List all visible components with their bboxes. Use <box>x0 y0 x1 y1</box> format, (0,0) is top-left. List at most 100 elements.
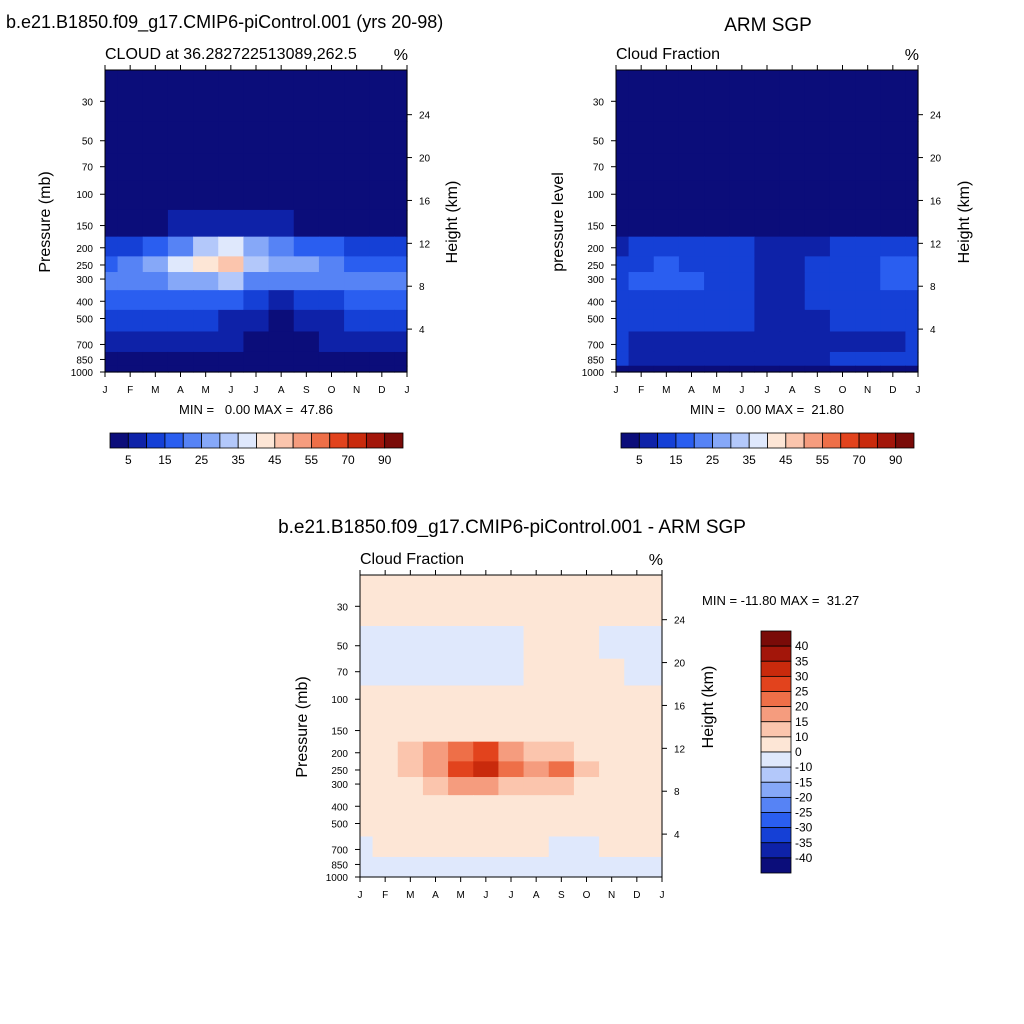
data-cell <box>369 236 396 257</box>
data-cell <box>473 658 500 687</box>
panel-diff-cells <box>360 575 663 878</box>
data-cell <box>218 290 245 311</box>
y-tick-label: 300 <box>587 275 604 286</box>
colorbar-swatch <box>712 432 732 449</box>
data-cell <box>855 309 881 333</box>
data-cell <box>905 272 919 291</box>
x-tick-label: D <box>889 385 896 396</box>
data-cell <box>624 658 651 687</box>
data-cell <box>653 351 680 367</box>
data-cell <box>117 70 144 122</box>
x-tick-label: A <box>432 890 439 901</box>
data-cell <box>105 331 119 353</box>
data-cell <box>804 351 831 367</box>
data-cell <box>628 290 655 311</box>
data-cell <box>678 236 705 257</box>
data-cell <box>167 209 194 238</box>
data-cell <box>729 309 756 333</box>
data-cell <box>369 272 396 291</box>
y-tick-label: 200 <box>587 244 604 255</box>
data-cell <box>498 836 525 858</box>
data-cell <box>318 256 345 273</box>
panel-obs-cells <box>616 70 919 373</box>
data-cell <box>473 870 500 878</box>
data-cell <box>318 351 345 367</box>
colorbar-label: 5 <box>636 453 643 467</box>
x-tick-label: J <box>228 385 233 396</box>
data-cell <box>498 741 525 762</box>
colorbar-swatch <box>760 721 792 738</box>
data-cell <box>729 70 756 122</box>
data-cell <box>599 658 625 687</box>
panel-diff-subtitle: Cloud Fraction <box>360 551 464 568</box>
data-cell <box>360 795 374 816</box>
data-cell <box>167 272 194 291</box>
y-tick-label: 700 <box>331 845 348 856</box>
data-cell <box>394 121 408 155</box>
y-tick-label: 1000 <box>71 368 94 379</box>
data-cell <box>624 761 651 778</box>
y-tick-label: 850 <box>587 355 604 366</box>
data-cell <box>729 209 756 238</box>
data-cell <box>729 121 756 155</box>
data-cell <box>628 236 655 257</box>
data-cell <box>218 331 245 353</box>
data-cell <box>548 741 575 762</box>
colorbar-swatch <box>760 766 792 783</box>
data-cell <box>704 331 730 353</box>
data-cell <box>779 365 806 373</box>
colorbar-label: 20 <box>795 700 809 714</box>
data-cell <box>616 121 630 155</box>
data-cell <box>473 575 500 627</box>
data-cell <box>678 331 705 353</box>
data-cell <box>754 153 781 182</box>
data-cell <box>268 70 295 122</box>
data-cell <box>117 351 144 367</box>
data-cell <box>372 658 399 687</box>
x-tick-label: J <box>765 385 770 396</box>
data-cell <box>218 365 245 373</box>
data-cell <box>616 309 630 333</box>
data-cell <box>804 290 831 311</box>
data-cell <box>218 351 245 367</box>
data-cell <box>142 290 169 311</box>
data-cell <box>268 309 295 333</box>
data-cell <box>548 658 575 687</box>
y-right-tick-label: 4 <box>674 830 680 841</box>
x-tick-label: J <box>739 385 744 396</box>
data-cell <box>628 209 655 238</box>
data-cell <box>369 209 396 238</box>
data-cell <box>624 626 651 660</box>
data-cell <box>167 180 194 211</box>
data-cell <box>829 153 856 182</box>
data-cell <box>548 870 575 878</box>
data-cell <box>653 180 680 211</box>
y-right-tick-label: 8 <box>419 282 425 293</box>
data-cell <box>905 256 919 273</box>
data-cell <box>117 153 144 182</box>
x-tick-label: D <box>378 385 385 396</box>
colorbar-swatch <box>760 796 792 813</box>
data-cell <box>142 153 169 182</box>
x-tick-label: J <box>358 890 363 901</box>
data-cell <box>167 70 194 122</box>
colorbar-label: 30 <box>795 669 809 683</box>
y-tick-label: 50 <box>593 137 605 148</box>
data-cell <box>653 121 680 155</box>
y-right-tick-label: 12 <box>674 744 686 755</box>
data-cell <box>616 331 630 353</box>
data-cell <box>653 256 680 273</box>
data-cell <box>193 209 219 238</box>
colorbar-label: 25 <box>706 453 720 467</box>
data-cell <box>855 272 881 291</box>
data-cell <box>360 856 374 872</box>
data-cell <box>142 272 169 291</box>
data-cell <box>754 331 781 353</box>
data-cell <box>804 331 831 353</box>
data-cell <box>704 272 730 291</box>
data-cell <box>218 209 245 238</box>
data-cell <box>779 331 806 353</box>
data-cell <box>268 153 295 182</box>
data-cell <box>498 761 525 778</box>
data-cell <box>704 256 730 273</box>
